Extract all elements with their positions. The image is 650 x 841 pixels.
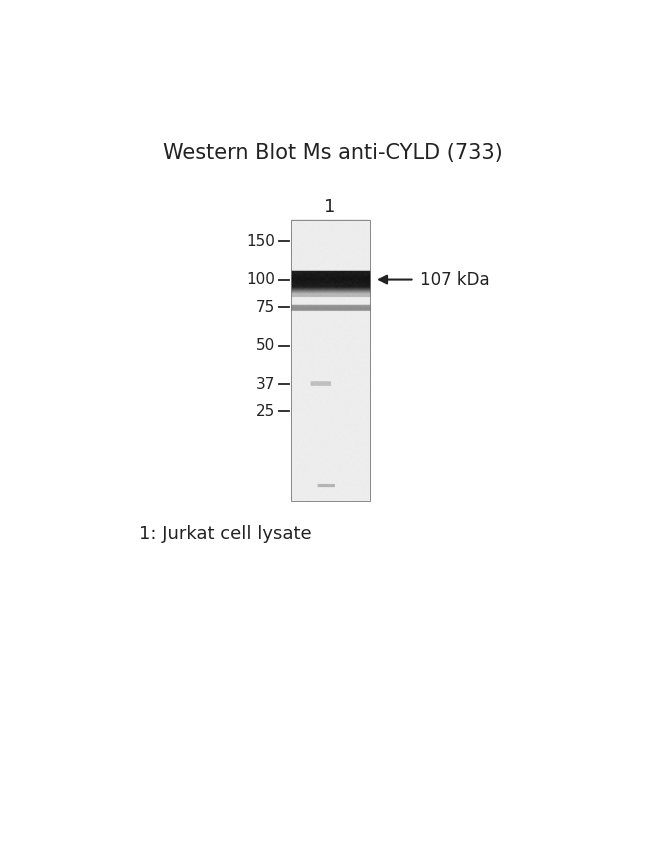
FancyArrowPatch shape xyxy=(380,276,411,283)
Text: 1: Jurkat cell lysate: 1: Jurkat cell lysate xyxy=(139,525,312,542)
Text: 1: 1 xyxy=(324,198,335,216)
Text: 25: 25 xyxy=(255,404,275,419)
Text: 37: 37 xyxy=(255,377,275,392)
Text: 50: 50 xyxy=(255,338,275,353)
Text: Western Blot Ms anti-CYLD (733): Western Blot Ms anti-CYLD (733) xyxy=(163,143,503,163)
Bar xyxy=(291,220,370,501)
Text: 75: 75 xyxy=(255,299,275,315)
Text: 150: 150 xyxy=(246,234,275,249)
Text: 107 kDa: 107 kDa xyxy=(420,271,489,288)
Text: 100: 100 xyxy=(246,272,275,287)
